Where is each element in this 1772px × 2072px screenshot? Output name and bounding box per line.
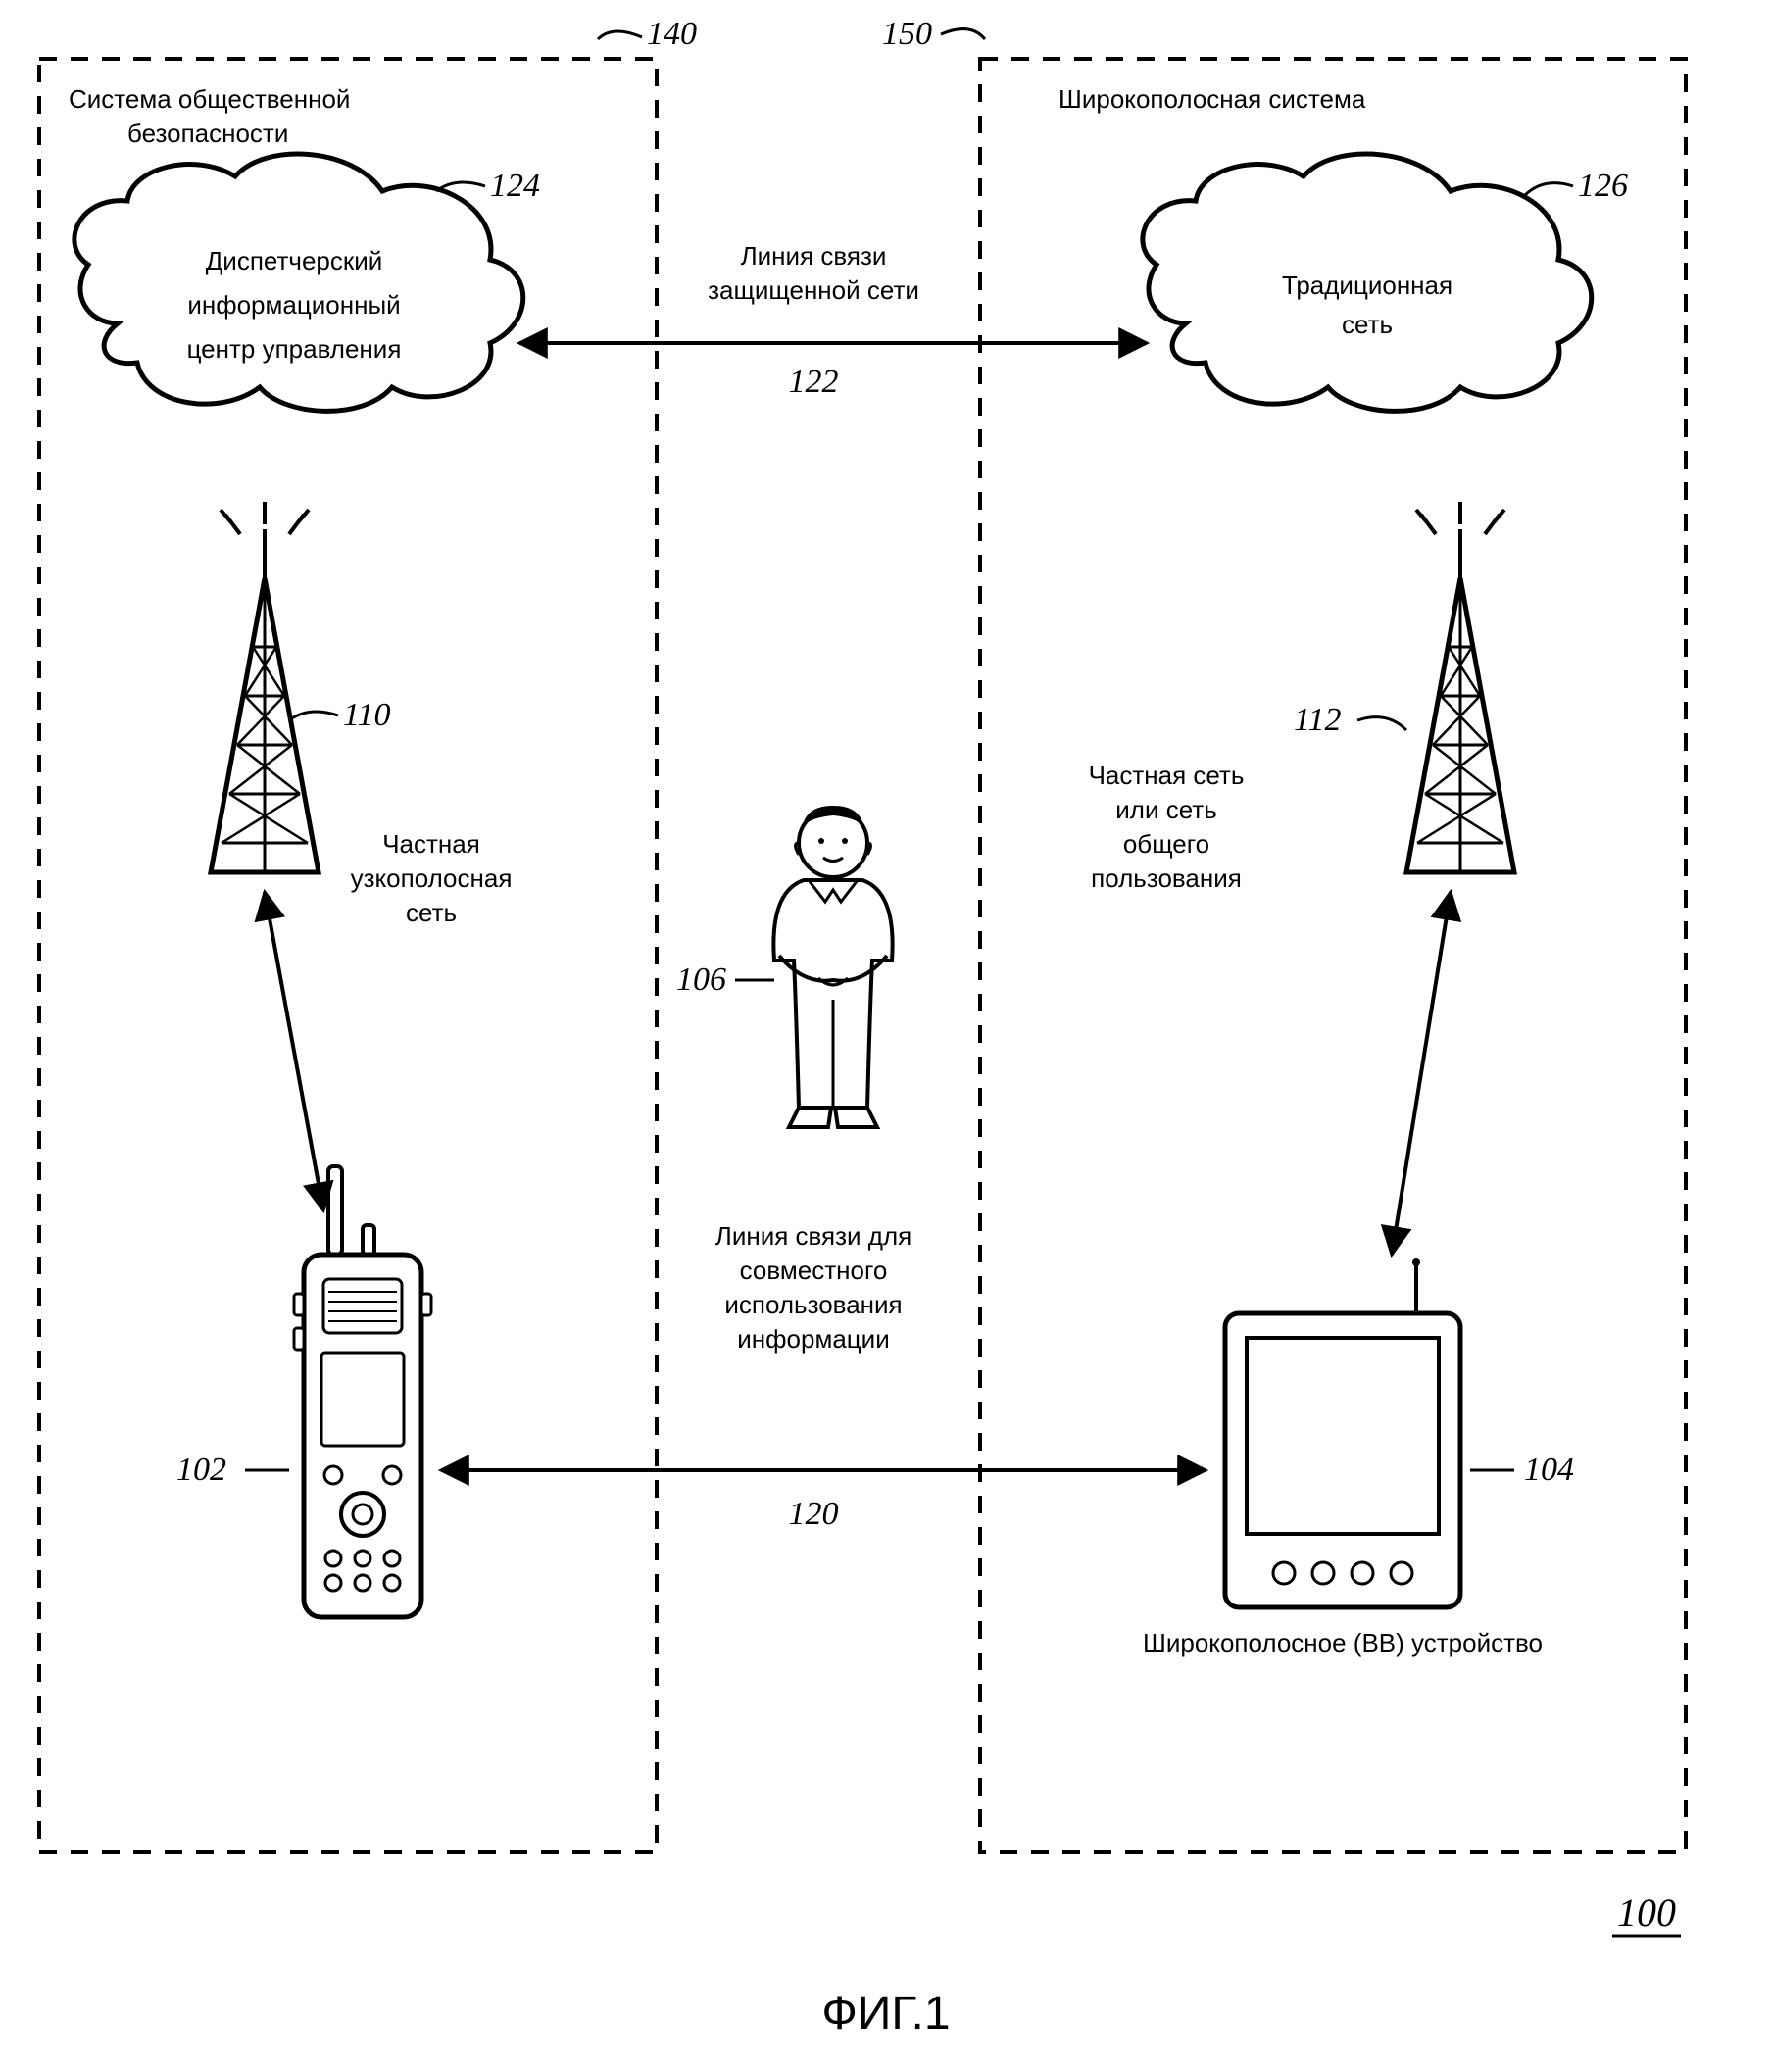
right-cloud: Традиционная сеть xyxy=(1143,154,1592,411)
ref-140: 140 xyxy=(647,16,697,52)
left-title-l2: безопасности xyxy=(127,119,288,148)
right-tower-l4: пользования xyxy=(1091,863,1242,893)
ref-150-leader xyxy=(941,29,985,39)
left-title-l1: Система общественной xyxy=(69,84,350,114)
bottomlink-l4: информации xyxy=(737,1324,889,1354)
ref-110-leader xyxy=(289,712,338,720)
left-cloud-l3: центр управления xyxy=(187,334,402,364)
left-tower-l1: Частная xyxy=(382,829,480,859)
left-tower-device-link xyxy=(265,892,323,1210)
ref-126-leader xyxy=(1524,183,1573,196)
bb-device-label: Широкополосное (BB) устройство xyxy=(1143,1628,1543,1657)
ref-106: 106 xyxy=(676,962,726,998)
left-cloud: Диспетчерский информационный центр управ… xyxy=(74,154,523,411)
right-tower-l2: или сеть xyxy=(1115,795,1217,824)
ref-100: 100 xyxy=(1617,1891,1676,1935)
left-cloud-l2: информационный xyxy=(187,290,400,320)
toplink-l2: защищенной сети xyxy=(708,275,919,305)
ref-122: 122 xyxy=(789,364,839,400)
bottomlink-l3: использования xyxy=(724,1290,902,1319)
bottomlink-l2: совместного xyxy=(740,1256,888,1285)
bottomlink-l1: Линия связи для xyxy=(715,1221,911,1251)
right-tower-device-link xyxy=(1392,892,1451,1255)
ref-104: 104 xyxy=(1524,1452,1574,1488)
ref-112-leader xyxy=(1357,717,1406,730)
right-title: Широкополосная система xyxy=(1058,84,1366,114)
ref-102: 102 xyxy=(176,1452,226,1488)
right-tower xyxy=(1406,502,1514,872)
ref-110: 110 xyxy=(343,697,390,733)
person-icon xyxy=(773,806,892,1127)
left-cloud-l1: Диспетчерский xyxy=(206,246,383,275)
ref-150: 150 xyxy=(882,16,932,52)
right-cloud-l2: сеть xyxy=(1342,310,1393,339)
right-tower-l1: Частная сеть xyxy=(1089,761,1245,790)
figure-caption: ФИГ.1 xyxy=(821,1988,950,2040)
left-tower-l2: узкополосная xyxy=(351,863,513,893)
ref-124: 124 xyxy=(490,168,540,204)
ref-112: 112 xyxy=(1294,702,1341,738)
radio-device-icon xyxy=(294,1166,431,1617)
right-tower-l3: общего xyxy=(1123,829,1209,859)
ref-140-leader xyxy=(598,31,642,39)
ref-120: 120 xyxy=(789,1496,839,1532)
left-tower-l3: сеть xyxy=(406,898,457,927)
diagram-canvas: Система общественной безопасности Широко… xyxy=(0,0,1772,2072)
broadband-device-icon xyxy=(1225,1258,1460,1607)
left-tower xyxy=(211,502,319,872)
right-cloud-l1: Традиционная xyxy=(1282,271,1452,300)
toplink-l1: Линия связи xyxy=(741,241,887,271)
ref-126: 126 xyxy=(1578,168,1628,204)
